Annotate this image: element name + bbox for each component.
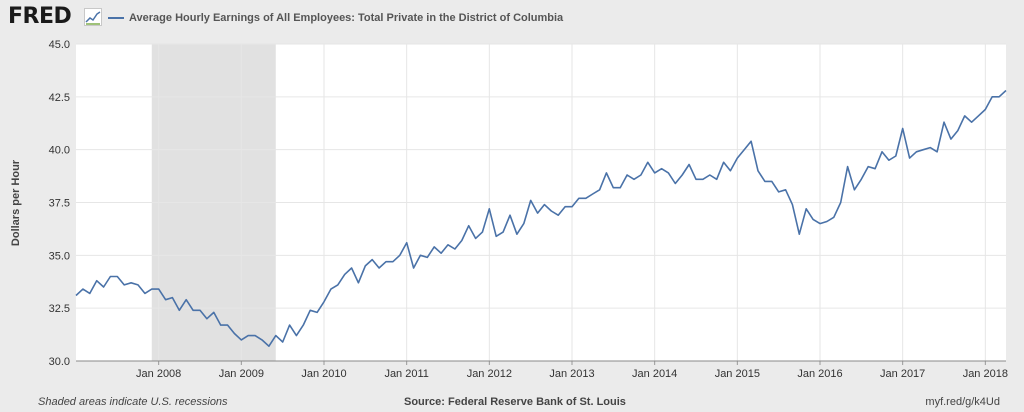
legend-label: Average Hourly Earnings of All Employees… [129,12,564,24]
y-tick-label: 42.5 [49,92,70,104]
x-tick-label: Jan 2017 [880,368,925,380]
x-tick-label: Jan 2018 [963,368,1008,380]
chart-header: FRED Average Hourly Earnings of All Empl… [0,0,1024,36]
x-tick-label: Jan 2011 [384,368,428,380]
x-tick-label: Jan 2015 [715,368,760,380]
x-tick-label: Jan 2012 [467,368,512,380]
x-tick-label: Jan 2016 [797,368,842,380]
source-note: Source: Federal Reserve Bank of St. Loui… [404,396,626,408]
recession-note: Shaded areas indicate U.S. recessions [38,396,228,408]
legend-swatch [108,17,124,19]
x-tick-label: Jan 2010 [301,368,346,380]
series-line[interactable] [75,89,1007,348]
x-tick-label: Jan 2013 [549,368,594,380]
y-tick-label: 37.5 [49,198,70,210]
y-tick-label: 30.0 [49,356,70,368]
y-tick-label: 40.0 [49,145,70,157]
chart-legend[interactable]: Average Hourly Earnings of All Employees… [108,10,563,26]
x-tick-label: Jan 2014 [632,368,677,380]
y-tick-label: 32.5 [49,303,70,315]
y-tick-label: 35.0 [49,250,70,262]
mini-chart-icon [84,8,102,26]
y-tick-label: 45.0 [49,39,70,51]
x-tick-label: Jan 2008 [136,368,181,380]
chart-footer: Shaded areas indicate U.S. recessions So… [0,394,1024,412]
x-tick-label: Jan 2009 [219,368,264,380]
line-chart[interactable]: 30.0 32.5 35.0 37.5 40.0 42.5 45.0 Jan 2008 Jan … [0,0,1024,394]
short-url-link[interactable]: myf.red/g/k4Ud [925,396,1000,408]
fred-logo[interactable]: FRED [8,4,72,29]
